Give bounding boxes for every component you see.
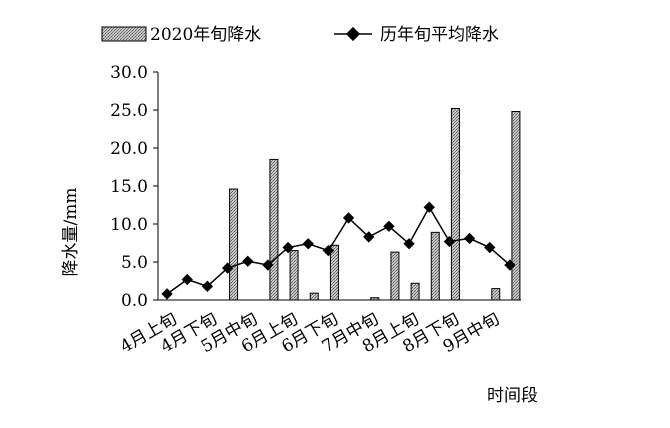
legend-item-line: 历年旬平均降水 <box>334 25 499 45</box>
line-point <box>403 238 415 250</box>
line-point <box>423 201 435 213</box>
line-point <box>342 212 355 224</box>
line-point <box>363 231 375 243</box>
bar <box>229 188 239 301</box>
bar <box>289 250 299 301</box>
line-point <box>181 273 193 286</box>
line-point <box>262 259 274 271</box>
legend-bar-swatch <box>101 26 147 42</box>
bar <box>329 244 339 301</box>
bar <box>430 231 440 301</box>
line-point <box>443 235 456 248</box>
bar <box>511 111 521 301</box>
bar <box>390 251 400 301</box>
line-point <box>201 280 214 292</box>
y-tick-label: 10.0 <box>110 215 148 235</box>
y-tick-label: 20.0 <box>110 139 148 159</box>
line-point <box>383 220 395 232</box>
x-axis-label: 时间段 <box>487 386 538 406</box>
legend: 2020年旬降水 历年旬平均降水 <box>101 25 499 45</box>
line-point <box>322 244 335 257</box>
y-axis-label: 降水量/mm <box>61 188 81 277</box>
y-ticks: 0.0 5.0 10.0 15.0 20.0 25.0 30.0 <box>110 63 158 311</box>
line-point <box>484 241 496 254</box>
bar <box>269 158 279 301</box>
line-point <box>221 262 234 274</box>
bar-series <box>229 107 521 301</box>
bar <box>491 288 501 301</box>
line-point <box>302 238 314 250</box>
line-point <box>161 288 173 300</box>
line-point <box>463 232 476 245</box>
axes: 0.0 5.0 10.0 15.0 20.0 25.0 30.0 <box>110 63 521 311</box>
line-point <box>504 259 516 271</box>
bar <box>309 292 319 301</box>
y-tick-label: 15.0 <box>110 177 148 197</box>
bar <box>410 282 420 301</box>
line-series <box>161 201 516 300</box>
legend-line-marker <box>345 26 361 42</box>
bar <box>450 107 460 301</box>
bar <box>370 297 380 301</box>
y-tick-label: 5.0 <box>121 253 148 273</box>
legend-bar-label: 2020年旬降水 <box>150 25 261 45</box>
y-tick-label: 0.0 <box>121 291 148 311</box>
legend-line-label: 历年旬平均降水 <box>380 25 499 45</box>
y-tick-label: 25.0 <box>110 101 148 121</box>
y-tick-label: 30.0 <box>110 63 148 83</box>
line-point <box>242 255 254 267</box>
legend-item-bar: 2020年旬降水 <box>101 25 261 45</box>
line-point <box>282 241 294 254</box>
